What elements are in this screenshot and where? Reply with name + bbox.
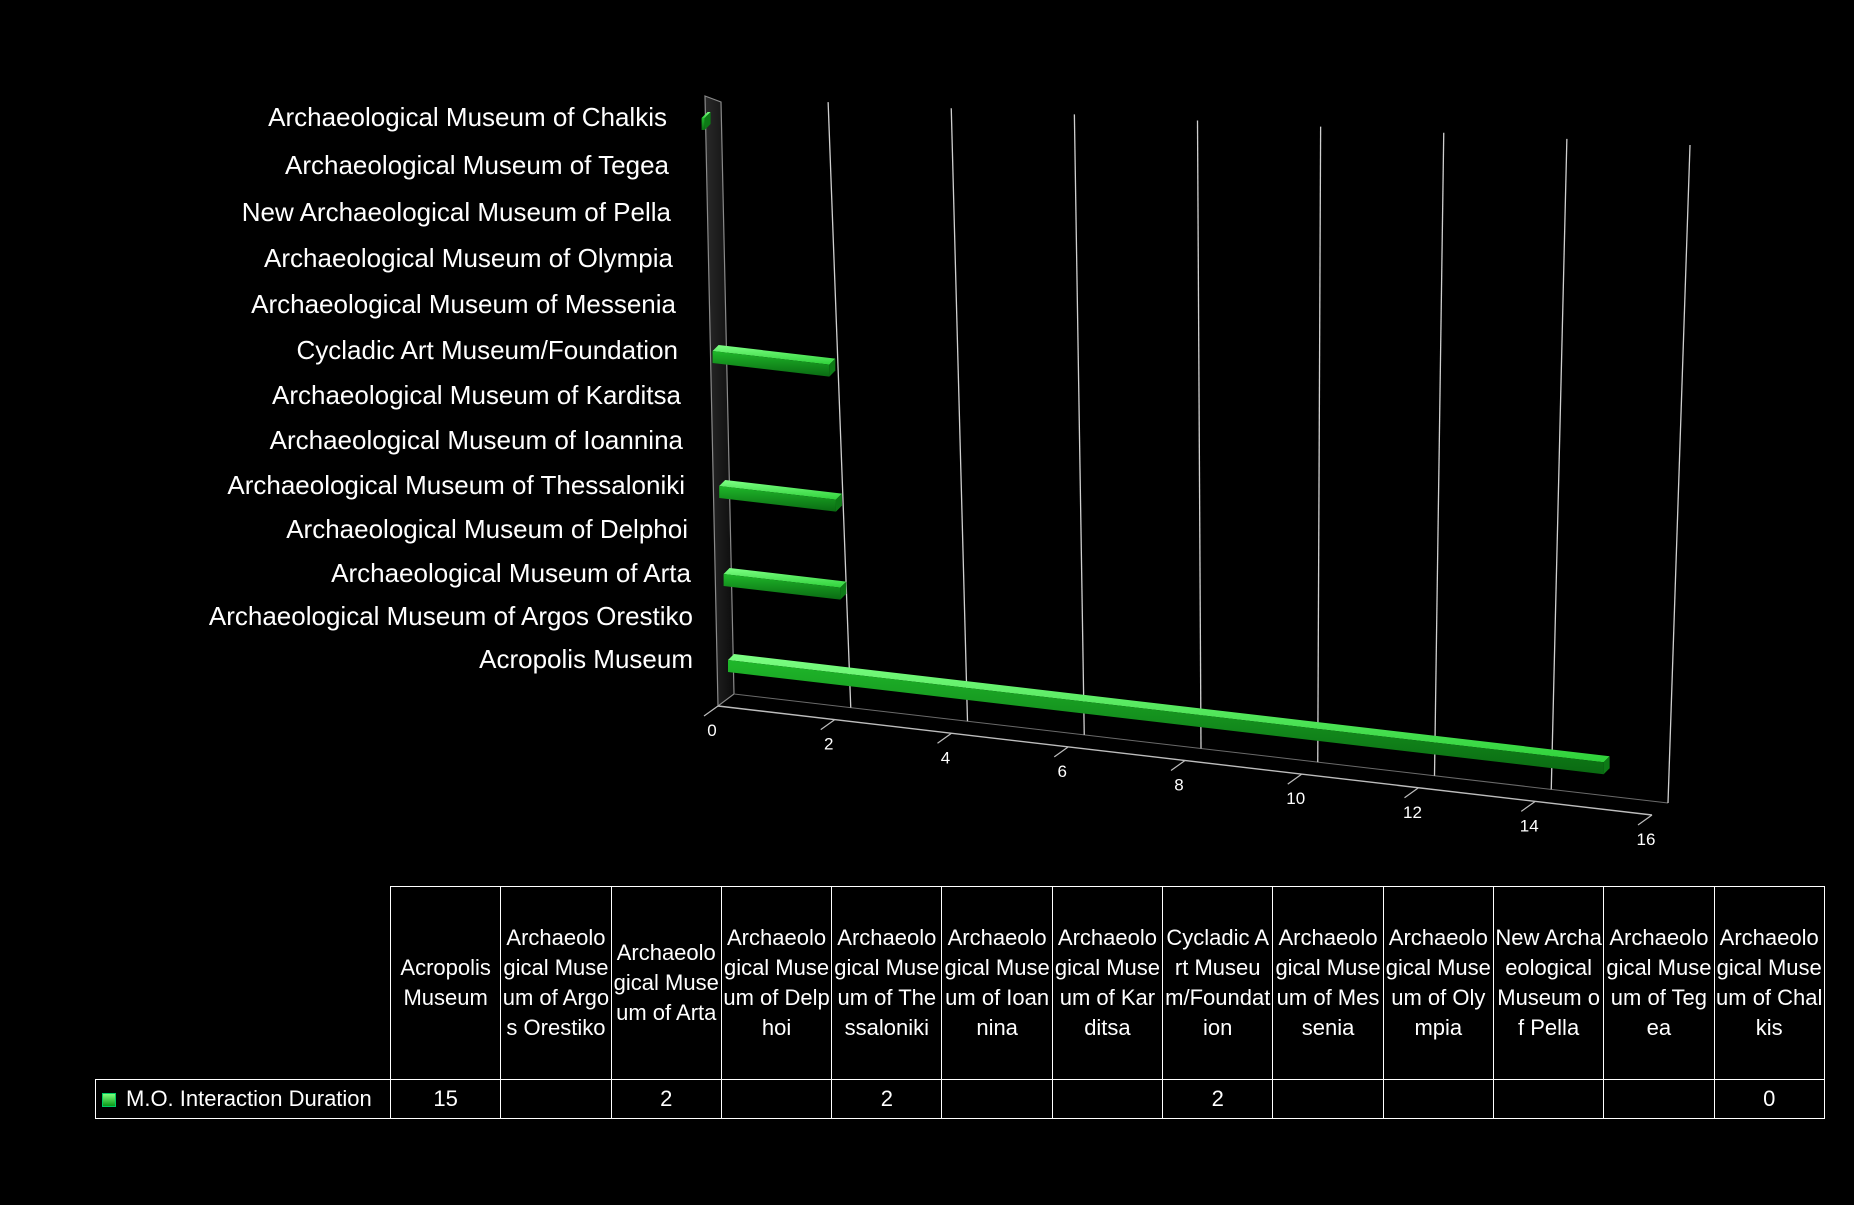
category-label: Archaeological Museum of Karditsa: [272, 380, 682, 410]
gridline: [1073, 114, 1085, 735]
x-tick-label: 8: [1174, 776, 1183, 795]
gridline: [950, 108, 969, 722]
legend-swatch-icon: [102, 1093, 116, 1108]
data-table-value-cell: [1382, 1079, 1494, 1119]
bar: [701, 112, 711, 130]
data-table-value-cell: 2: [831, 1079, 943, 1119]
legend-entry: M.O. Interaction Duration: [95, 1079, 391, 1119]
x-tick-mark: [1287, 773, 1303, 785]
data-table-header-cell: Acropolis Museum: [389, 886, 502, 1080]
data-table-header-cell: Archaeological Museum of Olympia: [1382, 886, 1494, 1080]
gridline: [1196, 120, 1202, 749]
bar-front-face: [701, 118, 705, 130]
bar-front-face: [723, 574, 841, 600]
bar-top-face: [701, 112, 711, 118]
data-table-header-cell: Cycladic Art Museum/Foundation: [1162, 886, 1274, 1080]
bar-top-face: [719, 480, 842, 500]
data-table-value-cell: 2: [1162, 1079, 1274, 1119]
data-table-header-cell: Archaeological Museum of Tegea: [1603, 886, 1715, 1080]
data-table-value-cell: [1051, 1079, 1164, 1119]
bar-end-face: [1603, 756, 1610, 775]
gridlines: [827, 102, 1691, 804]
x-tick-mark: [1170, 760, 1186, 771]
x-axis-ticks: 0 2 4 6 8 10 12 14 16: [703, 705, 1656, 849]
data-table-value-row: M.O. Interaction Duration 15 2 2 2 0: [95, 1079, 1825, 1119]
data-table-value-cell: 0: [1713, 1079, 1825, 1119]
x-tick-label: 14: [1520, 816, 1539, 835]
gridline: [1317, 126, 1322, 763]
data-table-value-cell: [500, 1079, 612, 1119]
category-label: New Archaeological Museum of Pella: [242, 197, 672, 227]
bar: [728, 654, 1610, 775]
category-label: Acropolis Museum: [479, 644, 693, 674]
x-tick-label: 12: [1403, 803, 1422, 822]
data-table-value-cell: 15: [389, 1079, 502, 1119]
x-tick-mark: [820, 719, 836, 731]
data-table-value-cell: [941, 1079, 1053, 1119]
data-table-value-cell: [1492, 1079, 1605, 1119]
bar-end-face: [704, 112, 711, 130]
data-table-header-cell: Archaeological Museum of Arta: [610, 886, 722, 1080]
data-table-header-cell: Archaeological Museum of Argos Orestiko: [500, 886, 612, 1080]
category-label: Archaeological Museum of Arta: [331, 558, 691, 588]
category-label: Archaeological Museum of Olympia: [264, 243, 673, 273]
category-label: Archaeological Museum of Delphoi: [286, 514, 688, 544]
data-table-header-cell: New Archaeological Museum of Pella: [1492, 886, 1605, 1080]
x-tick-mark: [1404, 787, 1419, 799]
data-table-corner: [95, 886, 391, 1080]
category-label: Archaeological Museum of Thessaloniki: [227, 470, 685, 500]
category-label: Archaeological Museum of Argos Orestiko: [209, 601, 693, 631]
gridline: [1667, 144, 1691, 804]
bar-top-face: [712, 345, 836, 365]
x-tick-mark: [1053, 746, 1069, 758]
gridline: [1433, 132, 1445, 776]
bars: [701, 112, 1610, 775]
data-table-header-cell: Archaeological Museum of Thessaloniki: [831, 886, 943, 1080]
bar-top-face: [728, 654, 1610, 763]
bar: [712, 345, 836, 377]
data-table-value-cell: 2: [610, 1079, 722, 1119]
bar: [723, 568, 847, 600]
x-tick-mark: [703, 705, 719, 717]
data-table-header-cell: Archaeological Museum of Messenia: [1272, 886, 1384, 1080]
data-table: Acropolis Museum Archaeological Museum of…: [95, 886, 1825, 1119]
data-table-value-cell: [720, 1079, 833, 1119]
data-table-header-cell: Archaeological Museum of Karditsa: [1051, 886, 1164, 1080]
bar-end-face: [829, 358, 836, 377]
category-label: Archaeological Museum of Ioannina: [270, 425, 684, 455]
bar: [719, 480, 842, 512]
category-label: Archaeological Museum of Tegea: [285, 150, 670, 180]
data-table-value-cell: [1272, 1079, 1384, 1119]
gridline: [1550, 138, 1568, 790]
x-tick-mark: [1637, 814, 1653, 826]
data-table-header-row: Acropolis Museum Archaeological Museum of…: [95, 886, 1825, 1080]
side-wall: [704, 95, 735, 708]
category-label: Archaeological Museum of Chalkis: [268, 102, 667, 132]
bar-front-face: [719, 486, 836, 512]
x-tick-label: 6: [1058, 762, 1067, 781]
x-tick-label: 2: [824, 735, 833, 754]
data-table-header-cell: Archaeological Museum of Chalkis: [1713, 886, 1825, 1080]
x-tick-label: 10: [1286, 789, 1305, 808]
bar-end-face: [835, 493, 842, 512]
category-label: Cycladic Art Museum/Foundation: [296, 335, 678, 365]
x-tick-label: 0: [707, 721, 716, 740]
x-tick-mark: [937, 732, 952, 744]
x-tick-label: 16: [1637, 830, 1656, 849]
legend-label: M.O. Interaction Duration: [126, 1086, 372, 1111]
x-tick-label: 4: [941, 748, 950, 767]
gridline: [827, 102, 852, 708]
category-labels: Acropolis Museum Archaeological Museum of…: [209, 102, 693, 674]
bar-front-face: [712, 351, 830, 377]
bar-front-face: [728, 660, 1604, 775]
category-label: Archaeological Museum of Messenia: [251, 289, 676, 319]
data-table-header-cell: Archaeological Museum of Delphoi: [720, 886, 833, 1080]
data-table-header-cell: Archaeological Museum of Ioannina: [941, 886, 1053, 1080]
bar-end-face: [840, 581, 847, 600]
bar-top-face: [723, 568, 847, 588]
data-table-value-cell: [1603, 1079, 1715, 1119]
x-tick-mark: [1520, 800, 1536, 812]
